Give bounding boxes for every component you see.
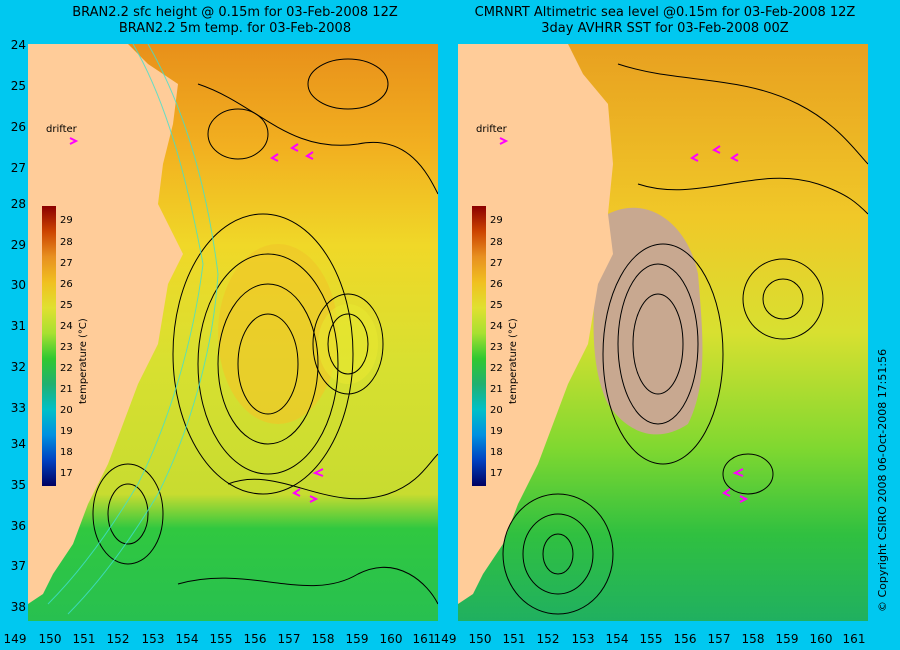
lat-label: 26: [10, 120, 26, 134]
cbar-26: 26: [60, 279, 73, 290]
lat-label: 37: [10, 559, 26, 573]
lon-label: 155: [209, 632, 233, 646]
cbar-28: 28: [60, 237, 73, 248]
lon-label: 150: [468, 632, 492, 646]
lon-label: 152: [536, 632, 560, 646]
warm-eddy: [218, 244, 338, 424]
lat-label: 29: [10, 238, 26, 252]
cbar-22: 22: [60, 363, 73, 374]
warm-core: [318, 304, 378, 384]
cbar-23: 23: [490, 342, 503, 353]
cbar-21: 21: [60, 384, 73, 395]
lon-label: 149: [3, 632, 27, 646]
lat-label: 34: [10, 437, 26, 451]
right-map-panel: drifter 29 28 27 26 25 24 23 22 21 20 19…: [458, 44, 868, 621]
lat-label: 32: [10, 360, 26, 374]
lon-label: 153: [571, 632, 595, 646]
cbar-25: 25: [60, 300, 73, 311]
lon-label: 156: [243, 632, 267, 646]
cbar-21: 21: [490, 384, 503, 395]
lat-label: 33: [10, 401, 26, 415]
lat-label: 27: [10, 161, 26, 175]
left-map-panel: drifter 29 28 27 26 25 24 23 22 21 20 19…: [28, 44, 438, 621]
cbar-24: 24: [490, 321, 503, 332]
cbar-19: 19: [490, 426, 503, 437]
right-title-line2: 3day AVHRR SST for 03-Feb-2008 00Z: [541, 21, 789, 36]
sea-level-contours: [92, 58, 438, 605]
cbar-20: 20: [60, 405, 73, 416]
lat-label: 24: [10, 38, 26, 52]
lon-label: 157: [277, 632, 301, 646]
cbar-27: 27: [490, 258, 503, 269]
lat-label: 38: [10, 600, 26, 614]
lon-label: 160: [809, 632, 833, 646]
cbar-29: 29: [490, 215, 503, 226]
cbar-25: 25: [490, 300, 503, 311]
cbar-title: temperature (°C): [508, 318, 519, 404]
cbar-19: 19: [60, 426, 73, 437]
drifter-label: drifter: [46, 124, 77, 135]
lat-label: 35: [10, 478, 26, 492]
cloud-mask: [593, 207, 703, 435]
lon-label: 159: [345, 632, 369, 646]
lon-label: 161: [412, 632, 436, 646]
lon-label: 149: [433, 632, 457, 646]
cbar-28: 28: [490, 237, 503, 248]
drifter-label: drifter: [476, 124, 507, 135]
lon-label: 150: [38, 632, 62, 646]
lon-label: 158: [741, 632, 765, 646]
lon-label: 154: [605, 632, 629, 646]
drifter-arrows: [69, 137, 324, 503]
lon-label: 158: [311, 632, 335, 646]
sea-level-contours: [502, 63, 868, 615]
lon-label: 155: [639, 632, 663, 646]
cbar-17: 17: [60, 468, 73, 479]
lon-label: 151: [72, 632, 96, 646]
right-title-line1: CMRNRT Altimetric sea level @0.15m for 0…: [474, 5, 856, 20]
lon-label: 160: [379, 632, 403, 646]
cbar-26: 26: [490, 279, 503, 290]
cbar-29: 29: [60, 215, 73, 226]
lon-label: 161: [842, 632, 866, 646]
cbar-title: temperature (°C): [78, 318, 89, 404]
cbar-24: 24: [60, 321, 73, 332]
cbar-23: 23: [60, 342, 73, 353]
colorbar: [42, 206, 56, 486]
left-title-line1: BRAN2.2 sfc height @ 0.15m for 03-Feb-20…: [72, 5, 398, 20]
left-title-line2: BRAN2.2 5m temp. for 03-Feb-2008: [118, 21, 352, 36]
lon-label: 152: [106, 632, 130, 646]
lat-label: 25: [10, 79, 26, 93]
coastline-land: [28, 44, 183, 604]
lat-label: 28: [10, 197, 26, 211]
lat-label: 31: [10, 319, 26, 333]
cbar-20: 20: [490, 405, 503, 416]
coastline-land: [458, 44, 613, 604]
lat-label: 36: [10, 519, 26, 533]
lon-label: 159: [775, 632, 799, 646]
cbar-22: 22: [490, 363, 503, 374]
cbar-18: 18: [490, 447, 503, 458]
cbar-27: 27: [60, 258, 73, 269]
cbar-18: 18: [60, 447, 73, 458]
drifter-arrows: [499, 137, 749, 503]
right-map-svg: [458, 44, 868, 621]
bathymetry-contours: [47, 44, 219, 615]
colorbar: [472, 206, 486, 486]
copyright-text: © Copyright CSIRO 2008 06-Oct-2008 17:51…: [876, 348, 889, 612]
lon-label: 153: [141, 632, 165, 646]
lon-label: 151: [502, 632, 526, 646]
lon-label: 156: [673, 632, 697, 646]
lon-label: 157: [707, 632, 731, 646]
left-map-svg: [28, 44, 438, 621]
lat-label: 30: [10, 278, 26, 292]
cbar-17: 17: [490, 468, 503, 479]
lon-label: 154: [175, 632, 199, 646]
